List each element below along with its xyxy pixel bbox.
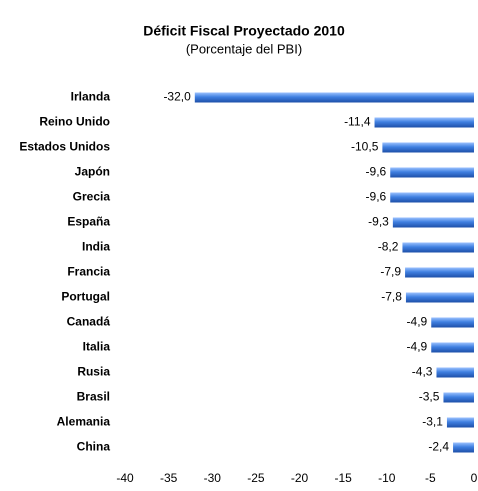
- y-tick-label: Reino Unido: [39, 115, 110, 129]
- value-label: -4,3: [412, 365, 433, 379]
- bar: [402, 242, 474, 253]
- bar: [405, 292, 474, 303]
- x-tick-label: 0: [471, 471, 478, 485]
- value-label: -3,1: [422, 415, 443, 429]
- value-label: -2,4: [428, 440, 449, 454]
- y-tick-label: Japón: [75, 165, 110, 179]
- bar: [431, 342, 474, 353]
- value-label: -9,6: [366, 165, 387, 179]
- bar: [446, 417, 474, 428]
- value-label: -3,5: [419, 390, 440, 404]
- chart-title: Déficit Fiscal Proyectado 2010: [143, 23, 345, 39]
- bar: [405, 267, 474, 278]
- value-label: -7,9: [380, 265, 401, 279]
- y-tick-label: Brasil: [77, 390, 110, 404]
- value-label: -32,0: [163, 90, 191, 104]
- bar: [194, 92, 475, 103]
- y-tick-label: Francia: [67, 265, 110, 279]
- y-tick-label: Rusia: [77, 365, 110, 379]
- bar: [374, 117, 474, 128]
- x-tick-label: -10: [378, 471, 396, 485]
- bar: [443, 392, 474, 403]
- y-tick-label: Irlanda: [71, 90, 111, 104]
- bar: [382, 142, 474, 153]
- bar: [431, 317, 474, 328]
- value-label: -4,9: [407, 315, 428, 329]
- value-label: -4,9: [407, 340, 428, 354]
- y-tick-label: China: [77, 440, 111, 454]
- x-tick-label: -35: [160, 471, 178, 485]
- y-tick-label: Portugal: [61, 290, 110, 304]
- x-tick-label: -15: [334, 471, 352, 485]
- value-label: -10,5: [351, 140, 379, 154]
- x-tick-label: -20: [291, 471, 309, 485]
- chart-subtitle: (Porcentaje del PBI): [186, 41, 302, 56]
- x-tick-label: -40: [116, 471, 134, 485]
- y-tick-label: Canadá: [67, 315, 111, 329]
- value-label: -11,4: [344, 115, 371, 129]
- x-tick-label: -30: [204, 471, 222, 485]
- y-tick-label: Italia: [83, 340, 111, 354]
- y-tick-label: Alemania: [57, 415, 111, 429]
- y-tick-label: Grecia: [73, 190, 111, 204]
- x-tick-label: -25: [247, 471, 265, 485]
- value-label: -8,2: [378, 240, 399, 254]
- bar: [392, 217, 474, 228]
- y-tick-label: India: [82, 240, 110, 254]
- y-tick-label: Estados Unidos: [19, 140, 110, 154]
- bar: [436, 367, 474, 378]
- value-label: -9,6: [366, 190, 387, 204]
- value-label: -9,3: [368, 215, 389, 229]
- y-tick-label: España: [67, 215, 110, 229]
- bar: [390, 192, 474, 203]
- x-tick-label: -5: [425, 471, 436, 485]
- value-label: -7,8: [381, 290, 402, 304]
- bar: [390, 167, 474, 178]
- bar: [453, 442, 474, 453]
